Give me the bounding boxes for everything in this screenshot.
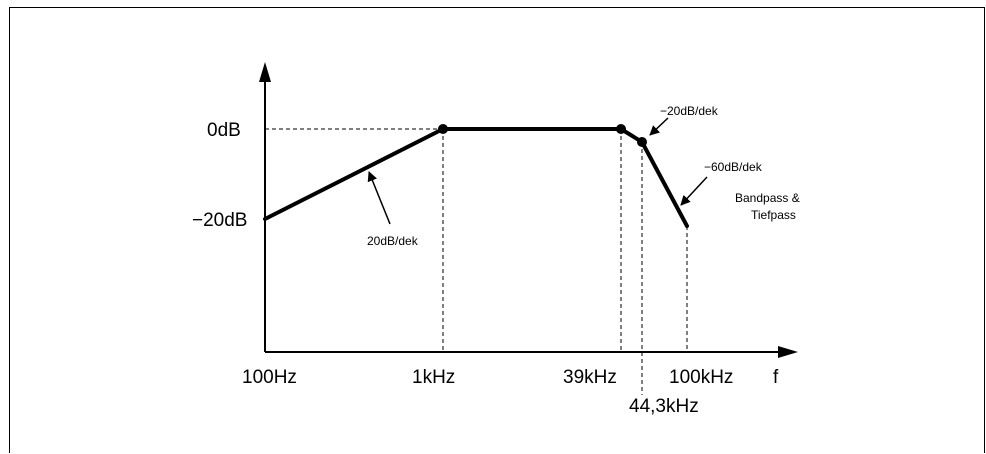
breakpoint-44khz (637, 137, 647, 147)
x-label-44khz: 44,3kHz (629, 396, 699, 417)
x-axis-label-f: f (773, 367, 779, 388)
x-label-1khz: 1kHz (412, 367, 455, 388)
annotation-filter-line2: Tiefpass (751, 208, 796, 222)
breakpoint-39khz (616, 124, 626, 134)
annotation-rise: 20dB/dek (367, 234, 419, 248)
annotation-knee: −20dB/dek (660, 104, 719, 118)
x-label-39khz: 39kHz (563, 367, 617, 388)
arrow-rise (367, 171, 391, 225)
y-label-0db: 0dB (207, 120, 241, 141)
y-axis-arrowhead (259, 62, 271, 82)
breakpoint-1khz (438, 124, 448, 134)
x-axis-arrowhead (778, 346, 798, 358)
annotation-filter-line1: Bandpass & (735, 191, 800, 205)
arrow-knee (649, 117, 669, 136)
x-label-100hz: 100Hz (242, 367, 297, 388)
x-label-100khz: 100kHz (669, 367, 733, 388)
frequency-response-curve (263, 127, 689, 228)
annotation-steep: −60dB/dek (704, 160, 763, 174)
y-label-minus20db: −20dB (192, 210, 247, 231)
figure-frame (9, 7, 985, 453)
arrow-steep (680, 176, 708, 206)
